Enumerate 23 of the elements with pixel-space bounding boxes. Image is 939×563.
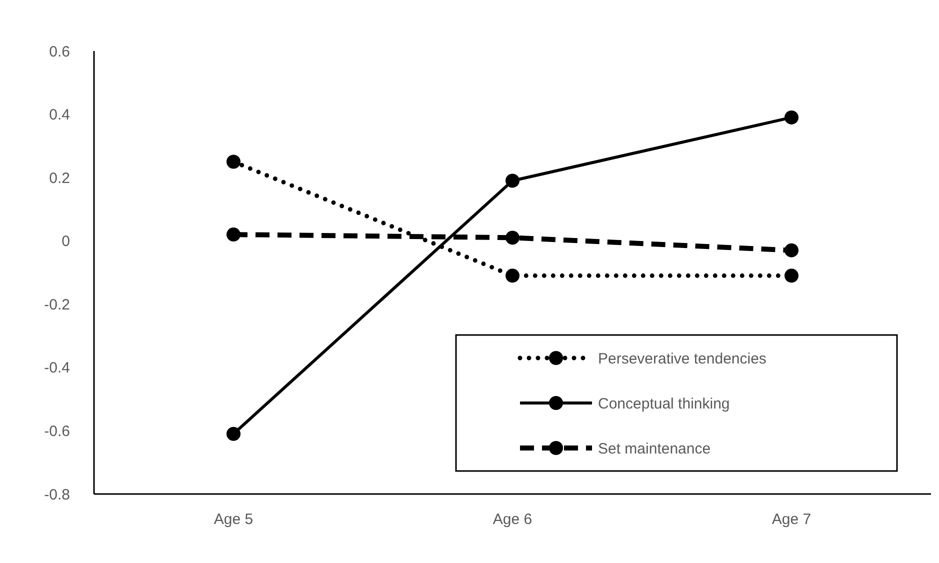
y-tick-label: 0.6 [49,43,70,60]
point [784,110,798,124]
point [506,230,520,245]
y-tick-label: -0.2 [44,296,70,314]
legend-label: Conceptual thinking [598,395,730,412]
point [226,154,240,169]
point [226,228,240,242]
legend-label: Set maintenance [598,440,711,458]
point [784,243,798,258]
point [226,426,240,441]
y-tick-label: 0.4 [49,106,70,124]
point [506,268,520,283]
point [784,268,798,283]
y-tick-label: 0 [62,233,70,250]
x-tick-label: Age 7 [772,511,812,528]
y-tick-label: -0.6 [44,422,70,440]
x-tick-label: Age 5 [214,511,254,528]
y-tick-label: 0.2 [49,170,70,187]
legend-label: Perseverative tendencies [598,350,766,368]
x-tick-label: Age 6 [492,511,532,528]
point [506,174,520,188]
y-tick-label: -0.4 [44,360,70,377]
y-tick-label: -0.8 [44,486,70,504]
